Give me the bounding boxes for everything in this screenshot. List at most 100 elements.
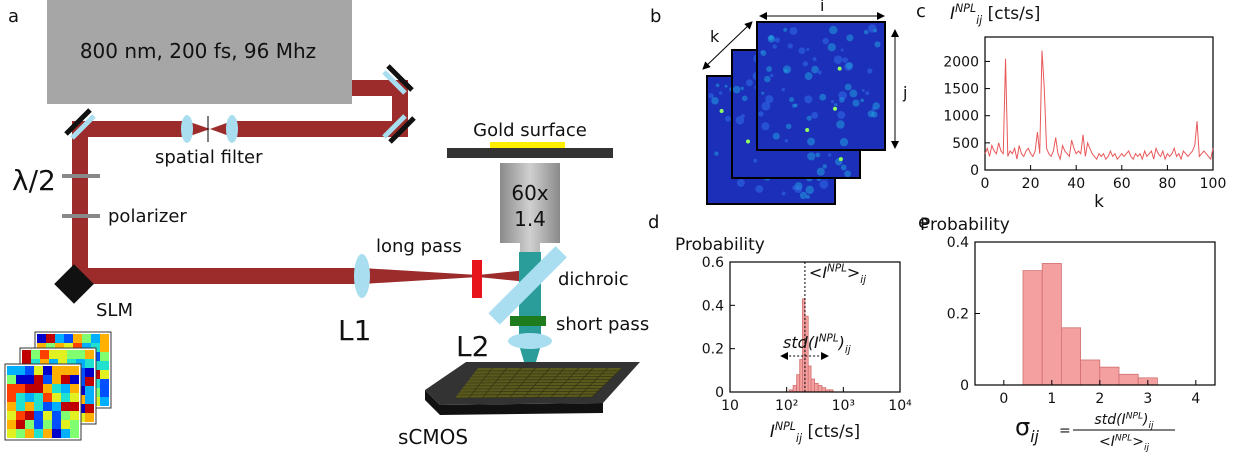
slm-pixel bbox=[7, 366, 16, 375]
y-tick-label: 0 bbox=[970, 163, 979, 179]
emitter bbox=[746, 139, 750, 143]
slm-pixel bbox=[25, 366, 34, 375]
slm-pixel bbox=[34, 366, 43, 375]
speckle bbox=[806, 48, 809, 51]
x-tick-label: 1 bbox=[1047, 391, 1056, 407]
speckle bbox=[765, 95, 773, 103]
speckle bbox=[783, 28, 787, 32]
y-axis-label: Probability bbox=[920, 215, 1010, 235]
waveplate bbox=[62, 174, 100, 178]
speckle bbox=[820, 180, 829, 189]
label: SLM bbox=[96, 300, 133, 321]
label-part: ) bbox=[838, 333, 845, 352]
slm-patterns bbox=[5, 332, 111, 440]
label: spatial filter bbox=[155, 147, 263, 168]
line bbox=[985, 51, 1213, 160]
speckle bbox=[841, 165, 847, 171]
speckle bbox=[788, 43, 793, 48]
speckle bbox=[844, 170, 851, 177]
label-part: NPL bbox=[775, 420, 796, 433]
panel-label: c bbox=[916, 1, 926, 22]
slm-pixel bbox=[34, 420, 43, 429]
speckle bbox=[761, 122, 769, 130]
slm-pixel bbox=[16, 429, 25, 438]
speckle bbox=[817, 168, 825, 176]
label-part: NPL bbox=[819, 333, 839, 345]
slm-pixel bbox=[100, 334, 109, 343]
slm-pixel bbox=[76, 350, 85, 359]
y-tick-label: 0.4 bbox=[947, 235, 969, 251]
slm-pixel bbox=[61, 411, 70, 420]
slm-pixel bbox=[61, 384, 70, 393]
speckle bbox=[862, 89, 865, 92]
speckle bbox=[785, 139, 789, 143]
slm-pixel bbox=[70, 411, 79, 420]
slm-pixel bbox=[85, 413, 94, 422]
slm-pixel bbox=[34, 375, 43, 384]
panel-label: b bbox=[650, 6, 661, 27]
label: 1.4 bbox=[514, 207, 546, 231]
y-tick-label: 0.2 bbox=[702, 342, 724, 358]
speckle bbox=[822, 38, 828, 44]
speckle bbox=[803, 61, 808, 66]
figure: a b c d e 800 nm, 200 fs, 96 Mhz spatial… bbox=[0, 0, 1245, 461]
slm-pixel bbox=[67, 350, 76, 359]
slm-pixel bbox=[16, 375, 25, 384]
x-tick-label: 0 bbox=[981, 176, 990, 192]
slm-pixel bbox=[70, 402, 79, 411]
speckle bbox=[733, 86, 741, 94]
speckle bbox=[770, 74, 773, 77]
label-part: std(I bbox=[783, 333, 819, 352]
label-part: > bbox=[1132, 434, 1144, 450]
x-tick-label: 4 bbox=[1191, 391, 1200, 407]
speckle bbox=[837, 111, 845, 119]
slm-pixel bbox=[25, 429, 34, 438]
slm-pixel bbox=[70, 366, 79, 375]
label-part: > bbox=[847, 263, 860, 282]
label: long pass bbox=[376, 236, 462, 257]
slm-pixel bbox=[82, 334, 91, 343]
speckle bbox=[794, 104, 797, 107]
speckle bbox=[811, 66, 819, 74]
bar bbox=[808, 366, 811, 392]
label-part: σ bbox=[1015, 413, 1030, 441]
speckle bbox=[773, 133, 780, 140]
y-axis-label: Probability bbox=[675, 235, 765, 255]
x-tick-label: 10² bbox=[775, 398, 798, 414]
label-part: ij bbox=[1030, 428, 1039, 446]
slm-pixel bbox=[100, 388, 109, 397]
slm-pixel bbox=[85, 395, 94, 404]
speckle bbox=[753, 159, 757, 163]
slm-pixel bbox=[100, 352, 109, 361]
speckle bbox=[842, 57, 848, 63]
label-part: std(I bbox=[1094, 412, 1125, 428]
slm-pixel bbox=[61, 420, 70, 429]
speckle bbox=[761, 50, 767, 56]
slm-pixel bbox=[55, 334, 64, 343]
slm-pixel bbox=[43, 411, 52, 420]
speckle bbox=[761, 92, 764, 95]
slm-pixel bbox=[16, 384, 25, 393]
slm-pixel bbox=[52, 393, 61, 402]
bar bbox=[1081, 360, 1100, 385]
slm-pixel bbox=[52, 411, 61, 420]
long-pass-filter bbox=[472, 260, 482, 298]
slm-pixel bbox=[43, 402, 52, 411]
speckle bbox=[716, 84, 720, 88]
slm-pixel bbox=[7, 429, 16, 438]
speckle bbox=[829, 26, 837, 34]
rich-label: <INPL>ij bbox=[809, 263, 866, 286]
bar bbox=[793, 386, 797, 393]
speckle bbox=[839, 97, 844, 102]
speckle bbox=[782, 191, 786, 195]
slm-pixel bbox=[100, 343, 109, 352]
slm-pixel bbox=[46, 334, 55, 343]
emitter bbox=[805, 128, 809, 132]
speckle bbox=[789, 97, 794, 102]
speckle bbox=[860, 98, 864, 102]
slm-pixel bbox=[34, 411, 43, 420]
slm-pixel bbox=[52, 402, 61, 411]
slm-pixel bbox=[16, 393, 25, 402]
bar bbox=[1061, 328, 1080, 385]
speckle bbox=[874, 41, 880, 47]
